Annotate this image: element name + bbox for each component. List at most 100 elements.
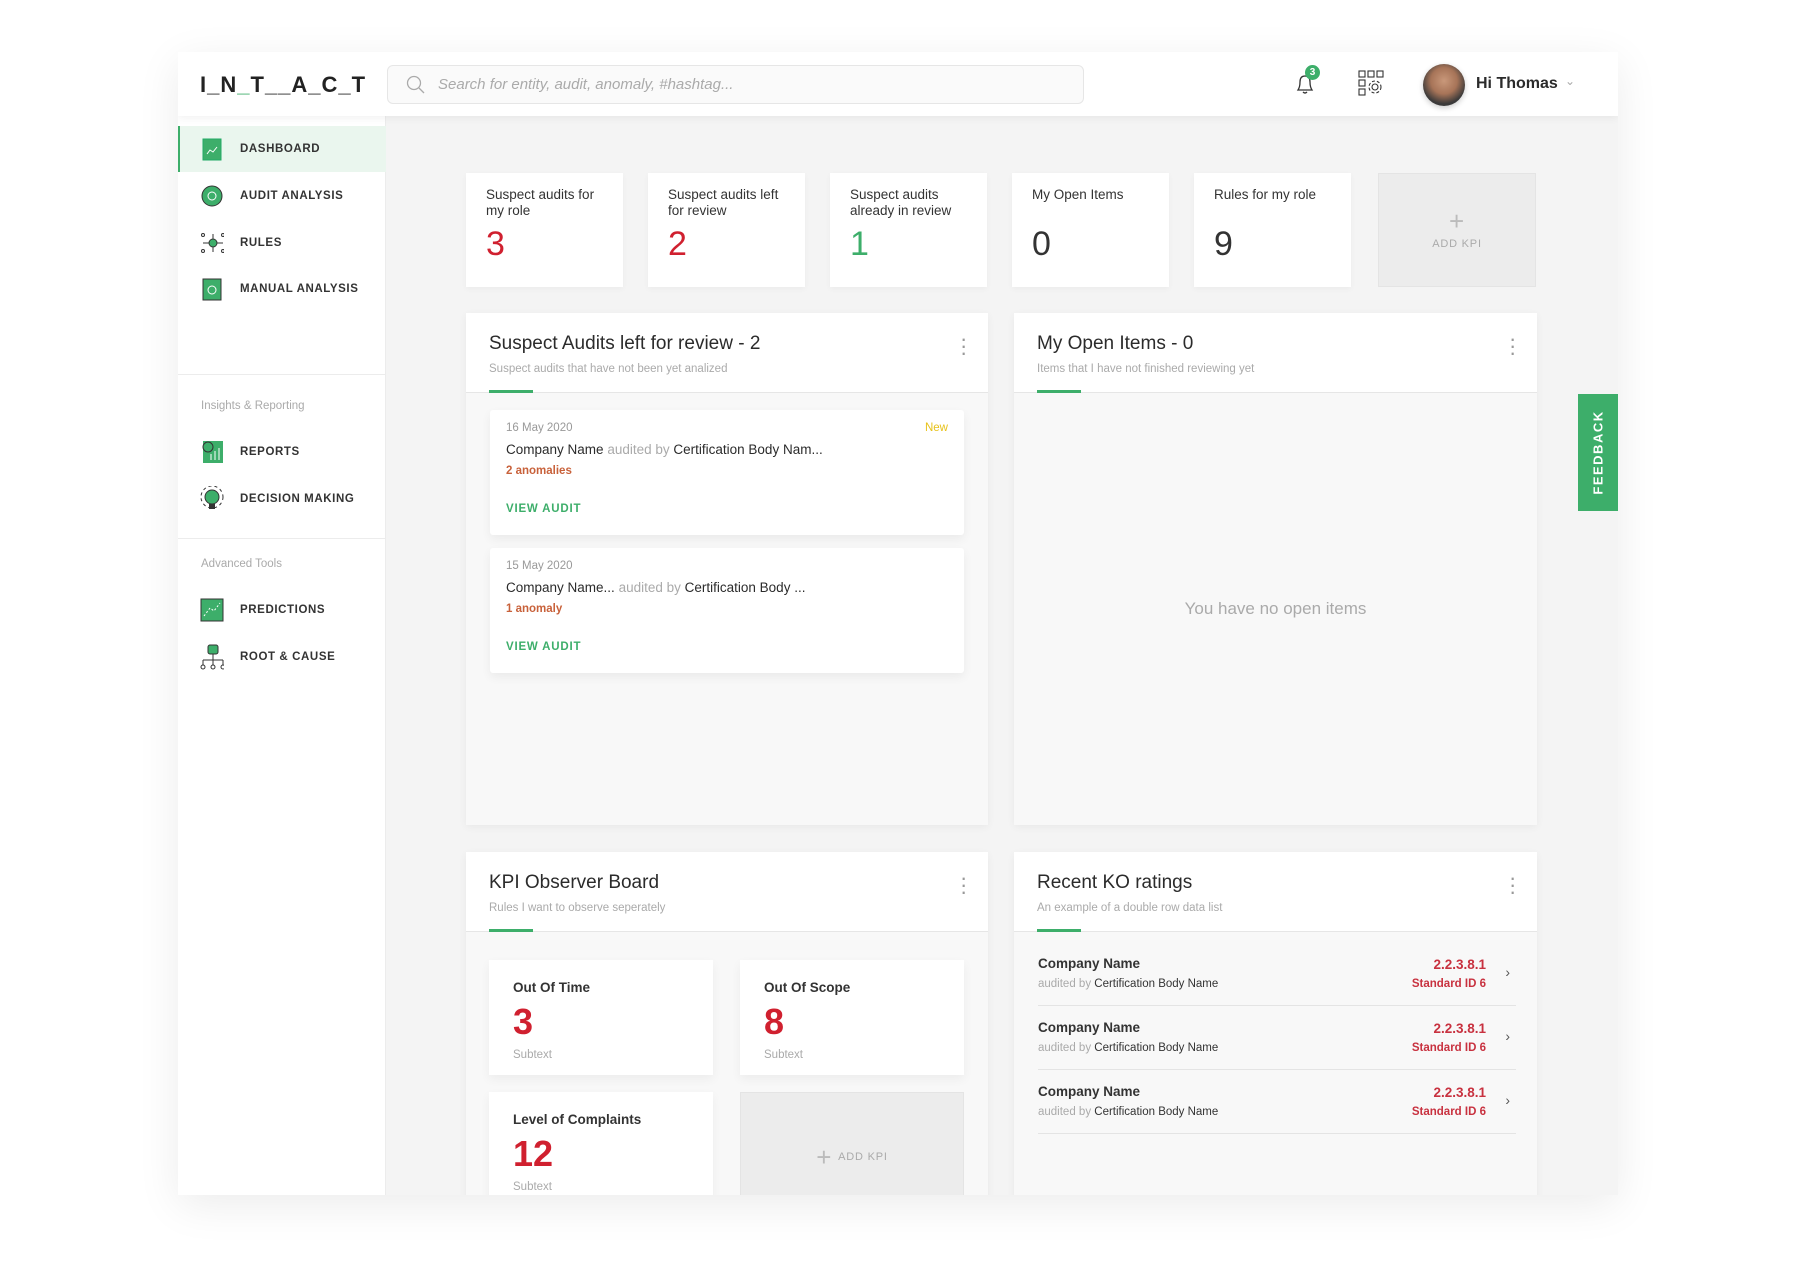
audit-card: 16 May 2020 New Company Name audited by … <box>490 410 964 535</box>
certification-body: Certification Body Name <box>1094 978 1219 990</box>
audit-analysis-icon <box>200 184 224 208</box>
rules-icon <box>200 231 224 255</box>
audit-date: 15 May 2020 <box>506 560 573 572</box>
top-header: I_N_T__A_C_T 3 Hi Thomas ⌄ <box>178 52 1618 116</box>
app-window: I_N_T__A_C_T 3 Hi Thomas ⌄ DASHBOARD AUD… <box>178 52 1618 1195</box>
logo[interactable]: I_N_T__A_C_T <box>200 72 366 98</box>
kpi-observer-card[interactable]: Level of Complaints 12 Subtext <box>489 1092 713 1195</box>
kpi-subtext: Subtext <box>513 1049 552 1061</box>
new-badge: New <box>924 422 948 434</box>
ko-ratings-panel: Recent KO ratings An example of a double… <box>1014 852 1537 1195</box>
panel-header: Recent KO ratings An example of a double… <box>1014 852 1537 932</box>
search-input[interactable] <box>438 76 1038 93</box>
panel-title: KPI Observer Board <box>489 872 660 893</box>
more-vertical-icon[interactable]: · · · <box>960 326 968 365</box>
chevron-right-icon: › <box>1505 1092 1510 1108</box>
audited-by-label: audited by <box>607 442 670 457</box>
plus-icon: + <box>1449 206 1465 236</box>
kpi-card[interactable]: Suspect audits left for review 2 <box>648 173 805 287</box>
avatar[interactable] <box>1423 64 1465 106</box>
kpi-card[interactable]: My Open Items 0 <box>1012 173 1169 287</box>
more-vertical-icon[interactable]: · · · <box>960 865 968 904</box>
sidebar: DASHBOARD AUDIT ANALYSIS RULES MANUAL AN… <box>178 116 386 1195</box>
ko-list-item[interactable]: Company Name audited by Certification Bod… <box>1038 1006 1516 1070</box>
add-kpi-button[interactable]: + ADD KPI <box>1378 173 1536 287</box>
audit-line: Company Name audited by Certification Bo… <box>506 442 948 457</box>
sidebar-item-label: DASHBOARD <box>240 143 321 155</box>
audited-by-label: audited by <box>1038 1106 1092 1118</box>
add-kpi-label: ADD KPI <box>1432 238 1482 250</box>
kpi-title: Suspect audits left for review <box>668 187 779 218</box>
hierarchy-icon <box>200 644 224 670</box>
user-greeting[interactable]: Hi Thomas <box>1476 75 1558 92</box>
kpi-observer-card[interactable]: Out Of Time 3 Subtext <box>489 960 713 1075</box>
section-label: Advanced Tools <box>201 558 282 570</box>
anomaly-count: 2 anomalies <box>506 465 572 477</box>
kpi-card[interactable]: Suspect audits for my role 3 <box>466 173 623 287</box>
reports-icon <box>200 440 224 464</box>
more-vertical-icon[interactable]: · · · <box>1509 865 1517 904</box>
kpi-value: 3 <box>513 1001 534 1042</box>
ko-list-item[interactable]: Company Name audited by Certification Bod… <box>1038 942 1516 1006</box>
kpi-card[interactable]: Rules for my role 9 <box>1194 173 1351 287</box>
sidebar-item-rules[interactable]: RULES <box>178 220 386 266</box>
sidebar-item-root-cause[interactable]: ROOT & CAUSE <box>178 634 386 680</box>
kpi-title: Out Of Scope <box>764 980 851 995</box>
logo-text-accent: _ <box>237 72 251 97</box>
sidebar-item-audit-analysis[interactable]: AUDIT ANALYSIS <box>178 173 386 219</box>
sidebar-item-label: AUDIT ANALYSIS <box>240 190 344 202</box>
kpi-card[interactable]: Suspect audits already in review 1 <box>830 173 987 287</box>
kpi-title: Level of Complaints <box>513 1112 642 1127</box>
sidebar-item-manual-analysis[interactable]: MANUAL ANALYSIS <box>178 266 386 312</box>
sidebar-divider <box>178 374 386 375</box>
panel-header: Suspect Audits left for review - 2 Suspe… <box>466 313 988 393</box>
feedback-tab[interactable]: FEEDBACK <box>1578 394 1618 511</box>
kpi-title: Suspect audits already in review <box>850 187 952 218</box>
company-name: Company Name <box>1038 1084 1141 1099</box>
sidebar-item-predictions[interactable]: PREDICTIONS <box>178 587 386 633</box>
kpi-value: 2 <box>668 225 687 263</box>
sidebar-item-label: PREDICTIONS <box>240 604 326 616</box>
audit-date: 16 May 2020 <box>506 422 573 434</box>
empty-state-message: You have no open items <box>1184 599 1367 618</box>
chevron-right-icon: › <box>1505 1028 1510 1044</box>
view-audit-button[interactable]: VIEW AUDIT <box>506 641 582 653</box>
more-vertical-icon[interactable]: · · · <box>1509 326 1517 365</box>
suspect-audits-panel: Suspect Audits left for review - 2 Suspe… <box>466 313 988 825</box>
kpi-value: 8 <box>764 1001 785 1042</box>
panel-subtitle: Suspect audits that have not been yet an… <box>489 363 728 375</box>
kpi-value: 1 <box>850 225 869 263</box>
panel-subtitle: Rules I want to observe seperately <box>489 902 666 914</box>
chevron-down-icon[interactable]: ⌄ <box>1565 74 1576 88</box>
sidebar-item-label: DECISION MAKING <box>240 493 355 505</box>
header-accent-bar <box>489 929 533 932</box>
company-name: Company Name <box>1038 1020 1141 1035</box>
logo-text: I_N <box>200 72 238 97</box>
apps-settings-icon[interactable] <box>1358 70 1384 96</box>
logo-text: T__A_C_T <box>250 72 367 97</box>
standard-id: Standard ID 6 <box>1411 1106 1486 1118</box>
open-items-panel: My Open Items - 0 Items that I have not … <box>1014 313 1537 825</box>
kpi-value: 0 <box>1032 225 1051 263</box>
kpi-title: Suspect audits for my role <box>486 187 595 218</box>
add-kpi-button[interactable]: + ADD KPI <box>740 1092 964 1195</box>
kpi-title: Rules for my role <box>1214 187 1317 202</box>
panel-title: My Open Items - 0 <box>1037 333 1194 354</box>
certification-body: Certification Body Name <box>1094 1042 1219 1054</box>
lightbulb-icon <box>200 486 224 511</box>
certification-body: Certification Body Name <box>1094 1106 1219 1118</box>
view-audit-button[interactable]: VIEW AUDIT <box>506 503 582 515</box>
company-name: Company Name... <box>506 580 615 595</box>
search-bar[interactable] <box>387 65 1084 104</box>
predictions-icon <box>200 598 224 622</box>
section-label: Insights & Reporting <box>201 400 305 412</box>
kpi-subtext: Subtext <box>764 1049 803 1061</box>
kpi-subtext: Subtext <box>513 1181 552 1193</box>
panel-title: Recent KO ratings <box>1037 872 1193 893</box>
sidebar-item-dashboard[interactable]: DASHBOARD <box>178 126 386 172</box>
ko-list-item[interactable]: Company Name audited by Certification Bod… <box>1038 1070 1516 1134</box>
sidebar-item-reports[interactable]: REPORTS <box>178 429 386 475</box>
kpi-observer-card[interactable]: Out Of Scope 8 Subtext <box>740 960 964 1075</box>
standard-id: Standard ID 6 <box>1411 978 1486 990</box>
sidebar-item-decision-making[interactable]: DECISION MAKING <box>178 476 386 522</box>
